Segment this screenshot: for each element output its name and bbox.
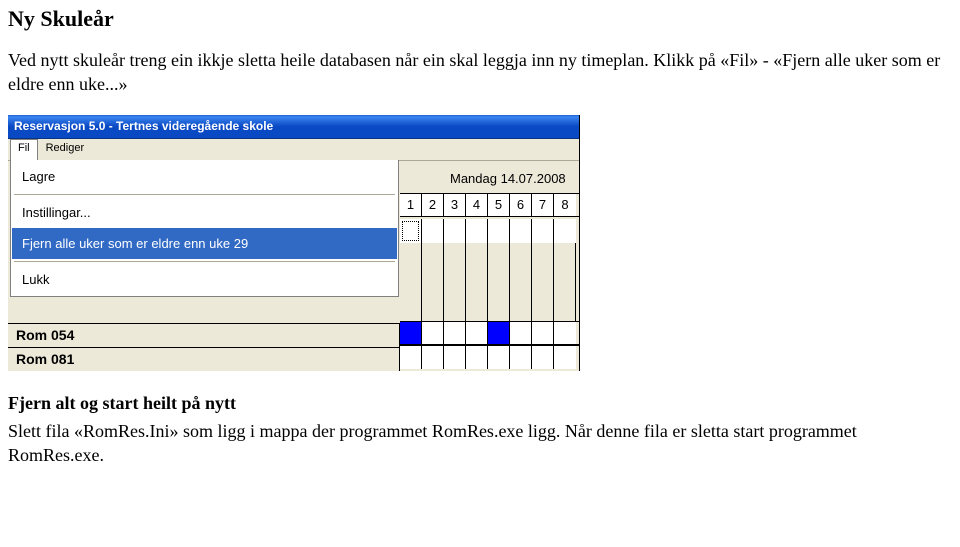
app-window: Reservasjon 5.0 - Tertnes videregående s… xyxy=(8,115,580,371)
grid-cell[interactable] xyxy=(554,346,576,369)
reserved-cell[interactable] xyxy=(488,322,510,344)
menu-separator xyxy=(14,194,395,195)
grid-cell[interactable] xyxy=(532,269,554,295)
reserved-cell[interactable] xyxy=(400,322,422,344)
paragraph-fjern-alt: Slett fila «RomRes.Ini» som ligg i mappa… xyxy=(8,419,952,468)
column-header-4: 4 xyxy=(466,194,488,216)
column-header-6: 6 xyxy=(510,194,532,216)
column-header-8: 8 xyxy=(554,194,576,216)
window-title: Reservasjon 5.0 - Tertnes videregående s… xyxy=(14,119,273,133)
grid-cell[interactable] xyxy=(400,219,422,243)
menubar: Fil Rediger xyxy=(8,139,579,161)
grid-cell[interactable] xyxy=(422,243,444,269)
fil-dropdown: Lagre Instillingar... Fjern alle uker so… xyxy=(10,160,399,297)
menuitem-fjern-uker[interactable]: Fjern alle uker som er eldre enn uke 29 xyxy=(12,228,397,259)
grid-cell[interactable] xyxy=(422,219,444,243)
grid-cell[interactable] xyxy=(444,346,466,369)
grid-cell[interactable] xyxy=(488,346,510,369)
grid-cell[interactable] xyxy=(510,346,532,369)
column-header-3: 3 xyxy=(444,194,466,216)
grid-cell[interactable] xyxy=(400,269,422,295)
grid-cell[interactable] xyxy=(510,269,532,295)
grid-cell[interactable] xyxy=(466,322,488,344)
grid-cell[interactable] xyxy=(554,269,576,295)
grid-cell[interactable] xyxy=(532,243,554,269)
room-label: Rom 054 xyxy=(8,323,400,347)
menuitem-lagre[interactable]: Lagre xyxy=(12,161,397,192)
window-titlebar: Reservasjon 5.0 - Tertnes videregående s… xyxy=(8,115,579,139)
grid-cell[interactable] xyxy=(466,295,488,321)
grid-cell[interactable] xyxy=(510,295,532,321)
column-header-5: 5 xyxy=(488,194,510,216)
grid-cell[interactable] xyxy=(466,346,488,369)
room-label: Rom 081 xyxy=(8,347,400,371)
menu-fil[interactable]: Fil xyxy=(10,139,38,160)
grid-cell[interactable] xyxy=(554,295,576,321)
menuitem-lukk[interactable]: Lukk xyxy=(12,264,397,295)
grid-cell[interactable] xyxy=(444,219,466,243)
grid-cell[interactable] xyxy=(554,243,576,269)
grid-cell[interactable] xyxy=(400,295,422,321)
column-header-7: 7 xyxy=(532,194,554,216)
grid-cell[interactable] xyxy=(422,269,444,295)
grid-cell[interactable] xyxy=(444,269,466,295)
grid-cell[interactable] xyxy=(466,219,488,243)
column-header-row: 12345678 xyxy=(400,193,579,217)
grid-cell[interactable] xyxy=(510,322,532,344)
menu-separator xyxy=(14,261,395,262)
grid-cell[interactable] xyxy=(488,243,510,269)
grid-cell[interactable] xyxy=(554,322,576,344)
grid-cell[interactable] xyxy=(488,269,510,295)
grid-cell[interactable] xyxy=(444,295,466,321)
grid-cell[interactable] xyxy=(400,346,422,369)
grid-cell[interactable] xyxy=(510,243,532,269)
grid-cell[interactable] xyxy=(488,295,510,321)
room-labels: Rom 054Rom 081 xyxy=(8,323,400,371)
grid-cell[interactable] xyxy=(400,243,422,269)
grid-cell[interactable] xyxy=(422,322,444,344)
grid-cell[interactable] xyxy=(532,346,554,369)
grid-cell[interactable] xyxy=(444,322,466,344)
calendar-header: Mandag 14.07.2008 12345678 xyxy=(400,165,579,217)
heading-fjern-alt: Fjern alt og start heilt på nytt xyxy=(8,391,952,415)
column-header-2: 2 xyxy=(422,194,444,216)
grid-cell[interactable] xyxy=(422,295,444,321)
calendar-grid xyxy=(400,219,579,369)
grid-cell[interactable] xyxy=(422,346,444,369)
grid-cell[interactable] xyxy=(554,219,576,243)
heading-ny-skulear: Ny Skuleår xyxy=(8,6,952,32)
workarea: Lagre Instillingar... Fjern alle uker so… xyxy=(8,161,579,371)
grid-cell[interactable] xyxy=(488,219,510,243)
grid-cell[interactable] xyxy=(532,219,554,243)
grid-cell[interactable] xyxy=(532,295,554,321)
date-label: Mandag 14.07.2008 xyxy=(450,171,566,186)
menu-rediger[interactable]: Rediger xyxy=(38,139,93,160)
menuitem-instillingar[interactable]: Instillingar... xyxy=(12,197,397,228)
grid-cell[interactable] xyxy=(466,269,488,295)
paragraph-intro: Ved nytt skuleår treng ein ikkje sletta … xyxy=(8,48,952,97)
grid-cell[interactable] xyxy=(510,219,532,243)
grid-cell[interactable] xyxy=(444,243,466,269)
column-header-1: 1 xyxy=(400,194,422,216)
grid-cell[interactable] xyxy=(466,243,488,269)
grid-cell[interactable] xyxy=(532,322,554,344)
